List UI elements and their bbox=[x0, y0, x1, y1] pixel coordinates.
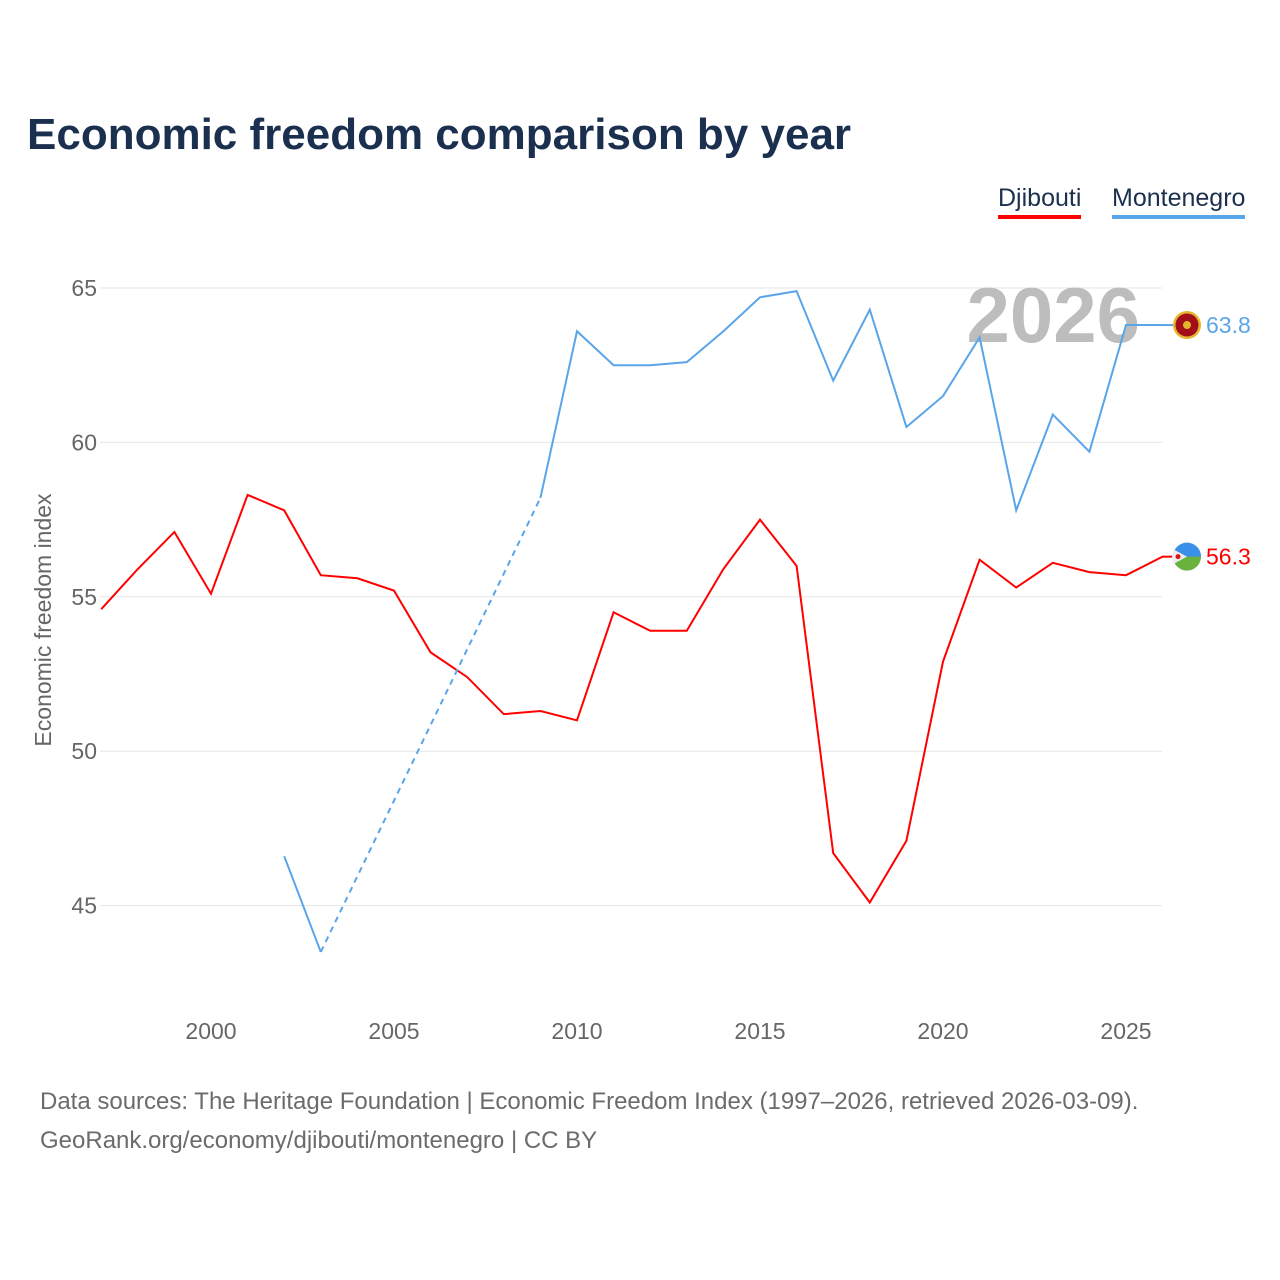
y-tick-label: 65 bbox=[71, 275, 97, 301]
montenegro-line bbox=[539, 289, 1163, 514]
djibouti-end-label: 56.3 bbox=[1206, 544, 1251, 570]
x-tick-label: 2005 bbox=[368, 1018, 419, 1044]
y-axis-label: Economic freedom index bbox=[30, 493, 56, 747]
year-watermark: 2026 bbox=[966, 271, 1140, 359]
chart-title: Economic freedom comparison by year bbox=[27, 110, 852, 159]
footer-link[interactable]: GeoRank.org/economy/djibouti/montenegro … bbox=[40, 1127, 598, 1154]
montenegro-flag-icon bbox=[1173, 311, 1201, 340]
x-tick-label: 2000 bbox=[185, 1018, 236, 1044]
legend-montenegro[interactable]: Montenegro bbox=[1112, 184, 1246, 219]
y-tick-label: 55 bbox=[71, 584, 97, 610]
montenegro-gap-dashed bbox=[319, 497, 542, 953]
flag-emblem bbox=[1183, 321, 1191, 330]
montenegro-end-label: 63.8 bbox=[1206, 312, 1251, 338]
x-tick-label: 2015 bbox=[734, 1018, 785, 1044]
montenegro-line bbox=[283, 855, 322, 953]
flag-star bbox=[1175, 554, 1181, 560]
djibouti-flag-icon bbox=[1172, 542, 1201, 571]
x-tick-label: 2020 bbox=[917, 1018, 968, 1044]
legend-djibouti[interactable]: Djibouti bbox=[998, 184, 1082, 219]
y-tick-label: 50 bbox=[71, 738, 97, 764]
footer-sources: Data sources: The Heritage Foundation | … bbox=[40, 1088, 1139, 1115]
y-tick-label: 45 bbox=[71, 893, 97, 919]
x-tick-label: 2010 bbox=[551, 1018, 602, 1044]
djibouti-line bbox=[100, 493, 1164, 905]
x-tick-label: 2025 bbox=[1100, 1018, 1151, 1044]
y-tick-label: 60 bbox=[71, 429, 97, 455]
